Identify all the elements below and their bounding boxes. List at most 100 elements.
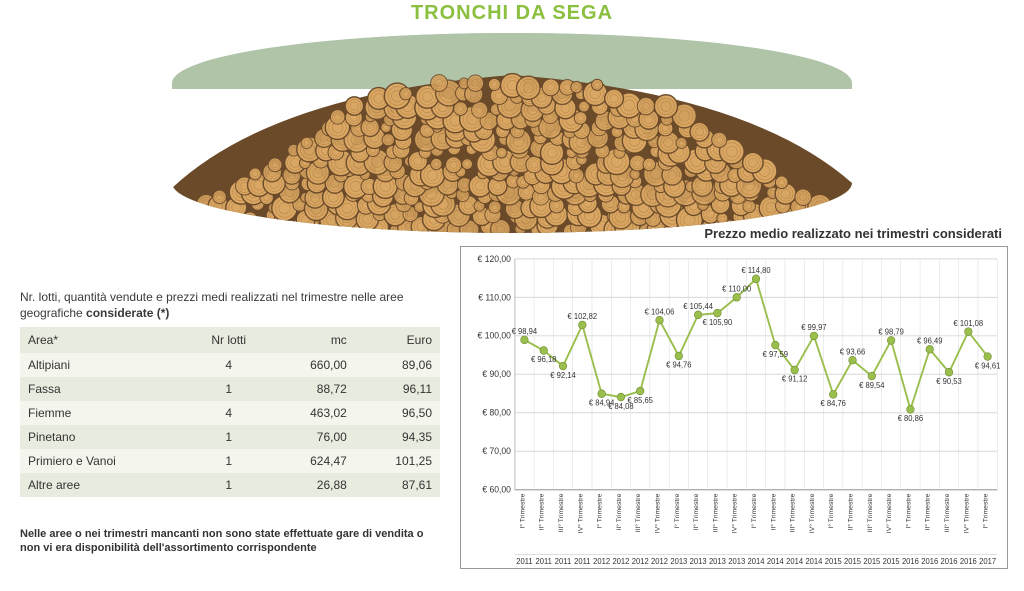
table-cell: 1 bbox=[188, 425, 270, 449]
svg-text:II° Trimestre: II° Trimestre bbox=[924, 493, 932, 530]
svg-text:€ 96,49: € 96,49 bbox=[917, 336, 942, 345]
svg-text:€ 96,18: € 96,18 bbox=[531, 355, 556, 364]
svg-text:IV° Trimestre: IV° Trimestre bbox=[731, 493, 739, 533]
svg-text:€ 70,00: € 70,00 bbox=[482, 446, 511, 456]
log-pile-illustration bbox=[172, 33, 852, 233]
table-cell: Altipiani bbox=[20, 353, 188, 377]
svg-text:IV° Trimestre: IV° Trimestre bbox=[885, 493, 893, 533]
svg-text:I° Trimestre: I° Trimestre bbox=[673, 493, 681, 528]
svg-text:€ 110,00: € 110,00 bbox=[722, 284, 751, 293]
svg-text:€ 84,76: € 84,76 bbox=[821, 399, 846, 408]
svg-text:I° Trimestre: I° Trimestre bbox=[982, 493, 990, 528]
svg-text:€ 100,00: € 100,00 bbox=[478, 331, 512, 341]
table-caption-text: Nr. lotti, quantità vendute e prezzi med… bbox=[20, 290, 404, 320]
table-cell: 1 bbox=[188, 473, 270, 497]
svg-text:€ 99,97: € 99,97 bbox=[801, 323, 826, 332]
svg-text:II° Trimestre: II° Trimestre bbox=[538, 493, 546, 530]
svg-text:2012: 2012 bbox=[651, 557, 668, 566]
svg-text:I° Trimestre: I° Trimestre bbox=[827, 493, 835, 528]
svg-text:2016: 2016 bbox=[960, 557, 977, 566]
svg-text:I° Trimestre: I° Trimestre bbox=[750, 493, 758, 528]
svg-text:€ 80,86: € 80,86 bbox=[898, 414, 923, 423]
table-cell: 624,47 bbox=[270, 449, 355, 473]
footnote: Nelle aree o nei trimestri mancanti non … bbox=[20, 527, 440, 556]
svg-text:I° Trimestre: I° Trimestre bbox=[596, 493, 604, 528]
table-header-2: mc bbox=[270, 327, 355, 353]
svg-text:2013: 2013 bbox=[728, 557, 745, 566]
svg-text:€ 91,12: € 91,12 bbox=[782, 375, 807, 384]
svg-text:2011: 2011 bbox=[555, 557, 571, 566]
svg-text:III° Trimestre: III° Trimestre bbox=[866, 493, 874, 532]
svg-text:2014: 2014 bbox=[786, 557, 804, 566]
table-cell: 96,50 bbox=[355, 401, 440, 425]
svg-text:€ 120,00: € 120,00 bbox=[478, 254, 512, 264]
table-header-3: Euro bbox=[355, 327, 440, 353]
svg-text:2015: 2015 bbox=[863, 557, 880, 566]
table-cell: 1 bbox=[188, 449, 270, 473]
svg-text:III° Trimestre: III° Trimestre bbox=[789, 493, 797, 532]
table-caption: Nr. lotti, quantità vendute e prezzi med… bbox=[20, 290, 440, 321]
table-cell: 94,35 bbox=[355, 425, 440, 449]
svg-text:IV° Trimestre: IV° Trimestre bbox=[576, 493, 584, 533]
svg-text:€ 104,06: € 104,06 bbox=[645, 307, 675, 316]
svg-text:€ 80,00: € 80,00 bbox=[482, 408, 511, 418]
table-cell: 660,00 bbox=[270, 353, 355, 377]
svg-text:2016: 2016 bbox=[902, 557, 919, 566]
svg-text:€ 98,94: € 98,94 bbox=[512, 327, 538, 336]
table-header-1: Nr lotti bbox=[188, 327, 270, 353]
table-row: Fassa188,7296,11 bbox=[20, 377, 440, 401]
table-row: Pinetano176,0094,35 bbox=[20, 425, 440, 449]
svg-text:2014: 2014 bbox=[767, 557, 785, 566]
svg-text:I° Trimestre: I° Trimestre bbox=[518, 493, 526, 528]
svg-text:II° Trimestre: II° Trimestre bbox=[769, 493, 777, 530]
svg-text:€ 90,53: € 90,53 bbox=[936, 377, 961, 386]
svg-text:€ 92,14: € 92,14 bbox=[550, 371, 576, 380]
table-cell: Altre aree bbox=[20, 473, 188, 497]
svg-text:€ 94,61: € 94,61 bbox=[975, 361, 1000, 370]
table-cell: 87,61 bbox=[355, 473, 440, 497]
table-row: Fiemme4463,0296,50 bbox=[20, 401, 440, 425]
svg-text:2015: 2015 bbox=[844, 557, 861, 566]
svg-text:III° Trimestre: III° Trimestre bbox=[943, 493, 951, 532]
table-cell: Primiero e Vanoi bbox=[20, 449, 188, 473]
table-cell: 88,72 bbox=[270, 377, 355, 401]
svg-text:2017: 2017 bbox=[979, 557, 996, 566]
svg-text:€ 101,08: € 101,08 bbox=[953, 319, 983, 328]
svg-text:€ 85,65: € 85,65 bbox=[628, 396, 653, 405]
svg-text:IV° Trimestre: IV° Trimestre bbox=[962, 493, 970, 533]
svg-text:€ 97,59: € 97,59 bbox=[763, 350, 788, 359]
svg-text:IV° Trimestre: IV° Trimestre bbox=[654, 493, 662, 533]
svg-text:2011: 2011 bbox=[574, 557, 590, 566]
svg-text:III° Trimestre: III° Trimestre bbox=[557, 493, 565, 532]
svg-text:2012: 2012 bbox=[612, 557, 629, 566]
svg-text:€ 110,00: € 110,00 bbox=[478, 292, 511, 302]
table-cell: 4 bbox=[188, 401, 270, 425]
svg-text:€ 60,00: € 60,00 bbox=[482, 485, 511, 495]
table-cell: 101,25 bbox=[355, 449, 440, 473]
svg-text:2011: 2011 bbox=[516, 557, 532, 566]
svg-text:2014: 2014 bbox=[748, 557, 766, 566]
table-header-0: Area* bbox=[20, 327, 188, 353]
table-cell: 26,88 bbox=[270, 473, 355, 497]
table-cell: Fassa bbox=[20, 377, 188, 401]
table-row: Altipiani4660,0089,06 bbox=[20, 353, 440, 377]
svg-text:€ 89,54: € 89,54 bbox=[859, 381, 885, 390]
svg-text:2012: 2012 bbox=[593, 557, 610, 566]
chart-container: € 60,00€ 70,00€ 80,00€ 90,00€ 100,00€ 11… bbox=[460, 246, 1008, 569]
table-cell: 96,11 bbox=[355, 377, 440, 401]
table-cell: 4 bbox=[188, 353, 270, 377]
svg-text:III° Trimestre: III° Trimestre bbox=[712, 493, 720, 532]
svg-text:€ 105,90: € 105,90 bbox=[703, 318, 733, 327]
table-cell: 89,06 bbox=[355, 353, 440, 377]
svg-text:€ 102,82: € 102,82 bbox=[567, 312, 597, 321]
svg-text:2015: 2015 bbox=[883, 557, 900, 566]
svg-text:2016: 2016 bbox=[941, 557, 958, 566]
svg-text:€ 94,76: € 94,76 bbox=[666, 361, 691, 370]
svg-text:II° Trimestre: II° Trimestre bbox=[692, 493, 700, 530]
svg-text:II° Trimestre: II° Trimestre bbox=[847, 493, 855, 530]
svg-text:I° Trimestre: I° Trimestre bbox=[905, 493, 913, 528]
svg-text:2012: 2012 bbox=[632, 557, 649, 566]
svg-text:€ 93,66: € 93,66 bbox=[840, 347, 865, 356]
svg-text:2014: 2014 bbox=[805, 557, 823, 566]
svg-text:€ 105,44: € 105,44 bbox=[683, 302, 713, 311]
